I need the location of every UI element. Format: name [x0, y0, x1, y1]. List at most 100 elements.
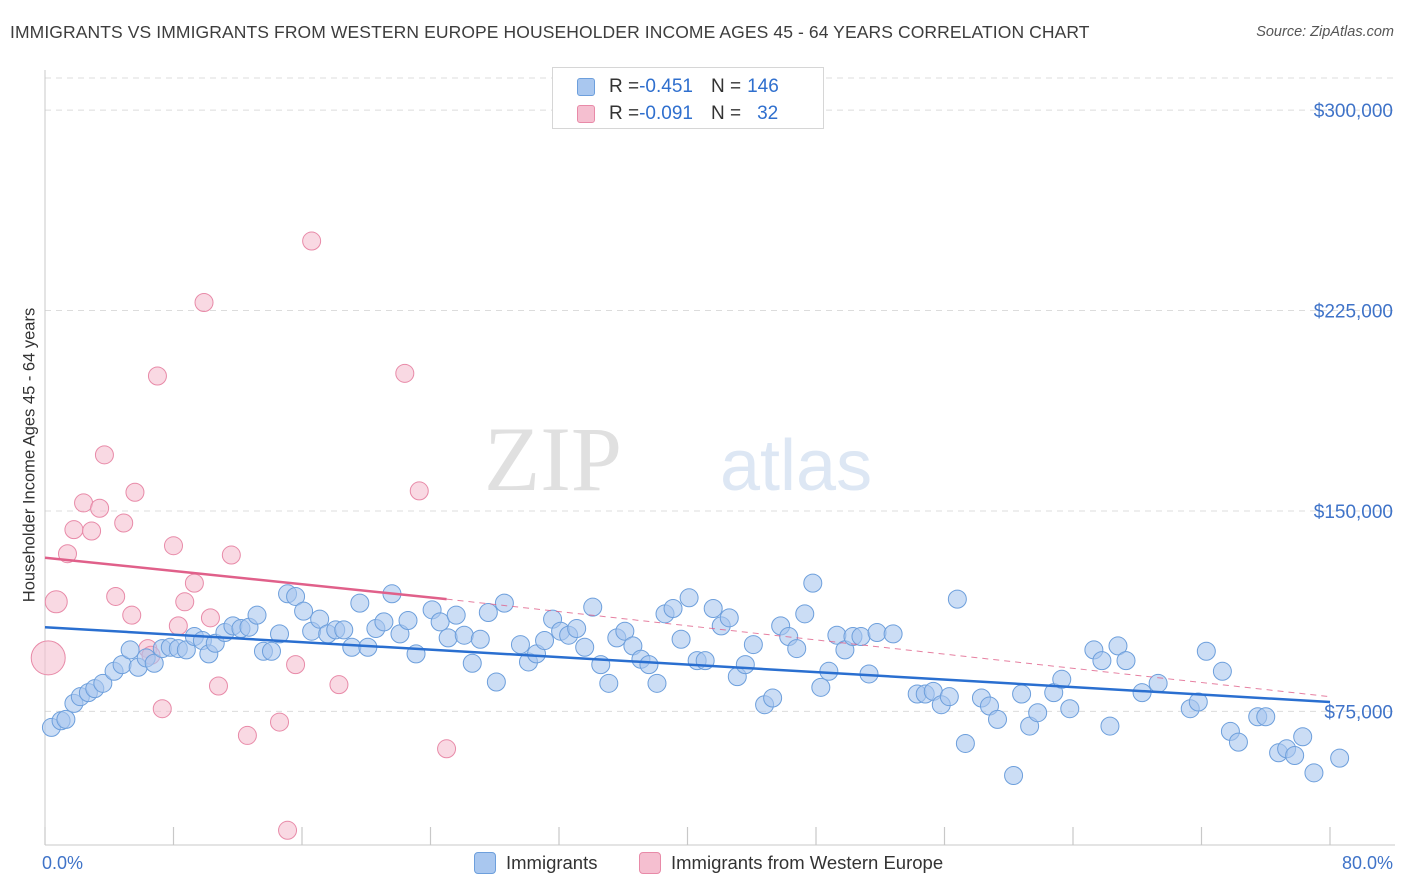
- source-label: Source: ZipAtlas.com: [1256, 24, 1394, 40]
- immigrants-point: [719, 608, 739, 628]
- y-tick-label: $225,000: [1314, 302, 1393, 323]
- western-europe-point: [82, 521, 102, 541]
- immigrants-point: [247, 605, 267, 625]
- immigrants-point: [1060, 699, 1080, 719]
- western-europe-point: [175, 592, 195, 612]
- immigrants-point: [350, 593, 370, 613]
- immigrants-point: [743, 635, 763, 655]
- western-europe-point: [44, 590, 68, 614]
- immigrants-point: [144, 653, 164, 673]
- watermark-zip: ZIP: [484, 408, 622, 510]
- x-tick-label-min: 0.0%: [42, 853, 83, 873]
- immigrants-point: [787, 639, 807, 659]
- immigrants-trend-line: [44, 625, 1331, 704]
- immigrants-point: [494, 593, 514, 613]
- immigrants-point: [639, 655, 659, 675]
- western-europe-point: [90, 498, 110, 518]
- immigrants-point: [1188, 692, 1208, 712]
- watermark-atlas: atlas: [720, 426, 872, 506]
- immigrants-point: [671, 629, 691, 649]
- series-legend: Immigrants Immigrants from Western Europ…: [0, 852, 1406, 878]
- immigrants-point: [438, 628, 458, 648]
- western-europe-points: [30, 231, 457, 840]
- immigrants-point: [851, 627, 871, 647]
- legend-r-value: -0.451: [639, 76, 693, 97]
- chart-title: IMMIGRANTS VS IMMIGRANTS FROM WESTERN EU…: [10, 22, 1090, 42]
- western-europe-point: [200, 608, 220, 628]
- western-europe-point: [395, 363, 415, 383]
- western-europe-point: [74, 493, 94, 513]
- immigrants-point: [1330, 748, 1350, 768]
- immigrants-point: [286, 586, 306, 606]
- x-tick-label-max: 80.0%: [1342, 853, 1393, 873]
- immigrants-point: [1108, 636, 1128, 656]
- immigrants-point: [294, 601, 314, 621]
- immigrants-point: [93, 673, 113, 693]
- immigrants-point: [470, 629, 490, 649]
- immigrants-point: [883, 624, 903, 644]
- immigrants-point: [811, 677, 831, 697]
- immigrants-point: [1092, 651, 1112, 671]
- immigrants-point: [803, 573, 823, 593]
- immigrants-point: [1004, 766, 1024, 786]
- immigrants-point: [430, 612, 450, 632]
- legend-item-western-europe[interactable]: Immigrants from Western Europe: [639, 852, 943, 874]
- immigrants-point: [679, 588, 699, 608]
- immigrants-point: [615, 621, 635, 641]
- legend-r-label: R =: [609, 103, 640, 124]
- western-europe-point: [114, 513, 134, 533]
- western-europe-point: [125, 482, 145, 502]
- legend-n-value: 32: [757, 103, 779, 124]
- immigrants-point: [947, 589, 967, 609]
- immigrants-point: [454, 625, 474, 645]
- legend-n-label: N =: [710, 76, 742, 97]
- immigrants-point: [446, 605, 466, 625]
- western-europe-point: [164, 536, 183, 556]
- western-europe-point: [270, 712, 290, 732]
- immigrants-point: [1052, 669, 1072, 689]
- immigrants-point: [270, 624, 290, 644]
- immigrants-points: [41, 573, 1350, 786]
- immigrants-point: [462, 653, 482, 673]
- watermark: ZIP atlas: [484, 408, 872, 510]
- immigrants-point: [703, 598, 723, 618]
- trend-lines: [44, 556, 1331, 704]
- immigrants-point: [120, 640, 140, 660]
- legend-swatch-blue: [474, 852, 496, 874]
- western-europe-point: [30, 640, 66, 676]
- immigrants-point: [1012, 684, 1032, 704]
- immigrants-point: [56, 709, 76, 729]
- western-europe-point: [237, 725, 257, 745]
- y-tick-label: $150,000: [1314, 502, 1393, 523]
- immigrants-point: [1285, 745, 1305, 765]
- immigrants-point: [535, 631, 555, 651]
- immigrants-point: [663, 598, 683, 618]
- immigrants-point: [334, 620, 354, 640]
- legend-item-immigrants[interactable]: Immigrants: [474, 852, 598, 874]
- immigrants-point: [1116, 651, 1136, 671]
- immigrants-point: [583, 597, 603, 617]
- western-europe-point: [106, 586, 126, 606]
- legend-n-value: 146: [747, 76, 779, 97]
- legend-label: Immigrants from Western Europe: [671, 852, 944, 873]
- tick-labels: $75,000 $150,000 $225,000 $300,000 0.0% 80.0%: [42, 101, 1393, 873]
- western-europe-point: [147, 366, 167, 386]
- western-europe-point: [278, 820, 298, 840]
- immigrants-point: [1100, 716, 1120, 736]
- immigrants-point: [1256, 707, 1276, 727]
- immigrants-point: [510, 635, 530, 655]
- western-europe-point: [64, 520, 84, 540]
- correlation-legend: R = -0.451 N = 146 R = -0.091 N = 32: [552, 67, 824, 129]
- immigrants-point: [310, 609, 330, 629]
- western-europe-point: [122, 605, 142, 625]
- western-europe-point: [409, 481, 429, 501]
- legend-swatch-pink: [639, 852, 661, 874]
- western-europe-point: [194, 293, 214, 312]
- immigrants-point: [988, 709, 1008, 729]
- western-europe-point: [437, 739, 457, 759]
- immigrants-point: [398, 611, 418, 631]
- immigrants-point: [795, 604, 815, 624]
- legend-n-label: N =: [710, 103, 742, 124]
- legend-row-western-europe: R = -0.091 N = 32: [577, 101, 778, 127]
